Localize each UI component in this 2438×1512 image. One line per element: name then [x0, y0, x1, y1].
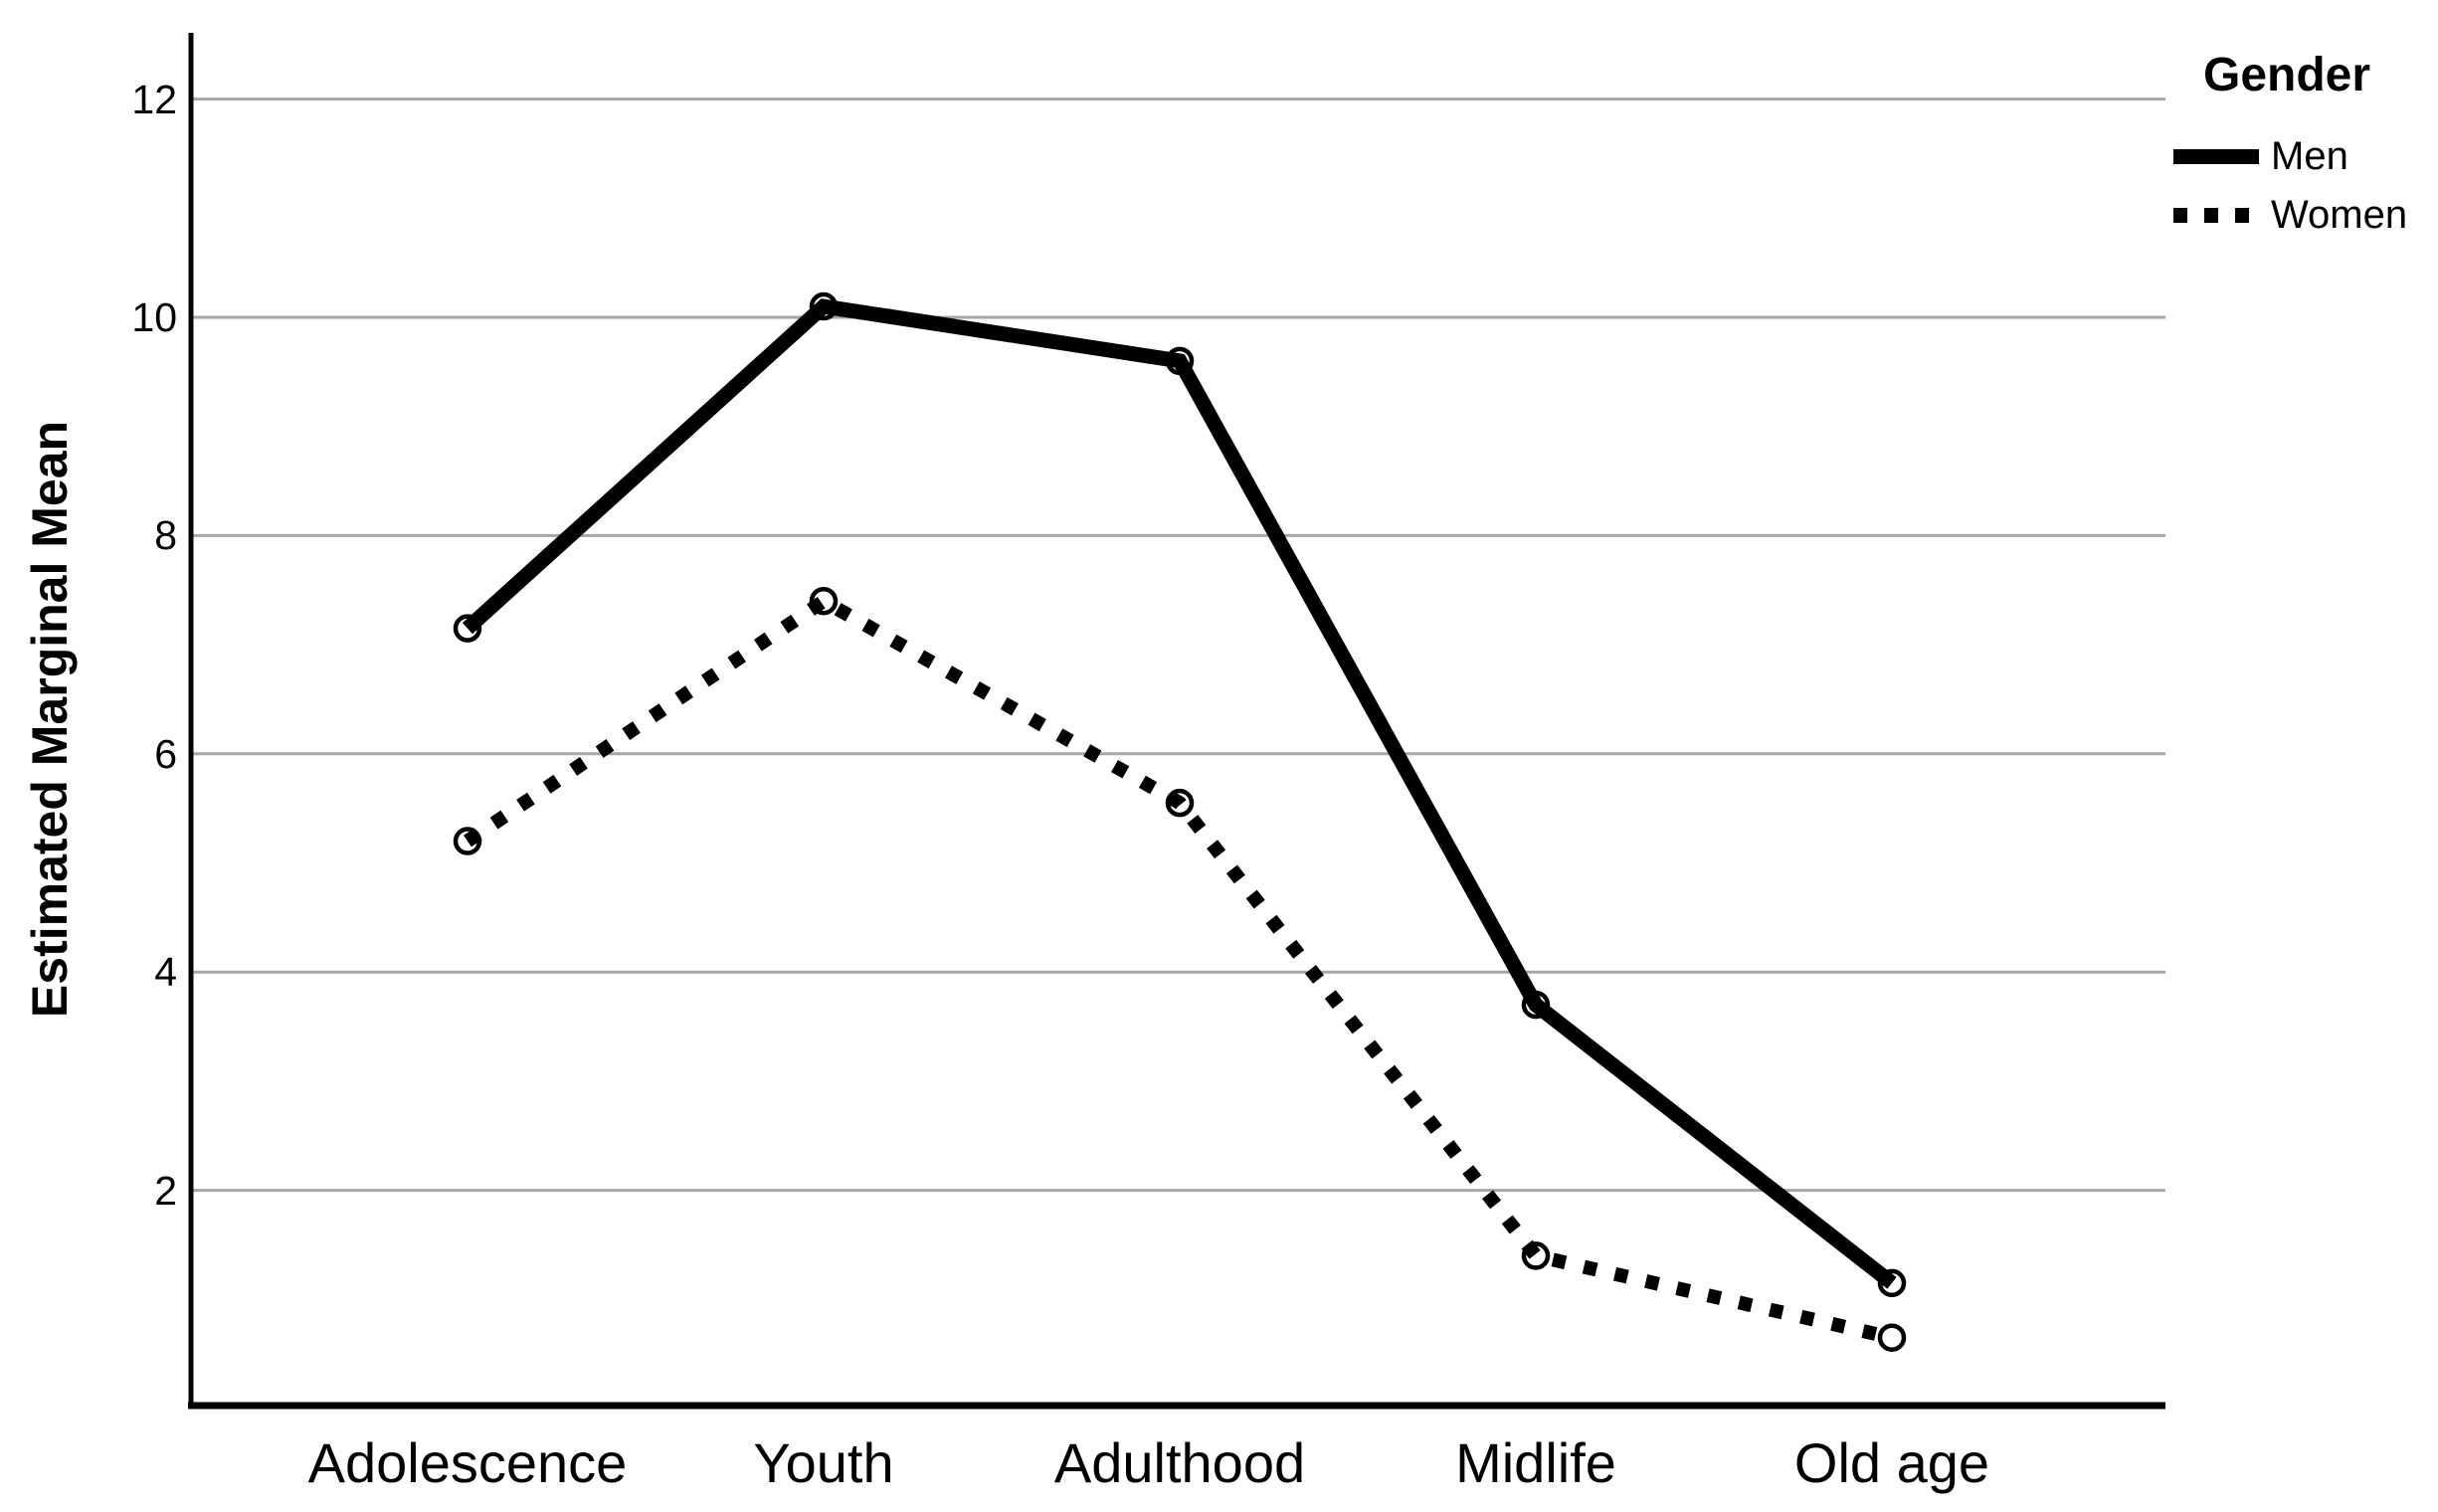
category-label: Old age	[1793, 1431, 1990, 1494]
y-tick-label: 2	[154, 1167, 177, 1214]
data-point-marker-women	[1877, 1323, 1907, 1352]
women-dotted-line-swatch	[2173, 208, 2259, 223]
legend: Gender Men Women	[2173, 48, 2438, 252]
y-tick-label: 6	[154, 730, 177, 777]
legend-item-women: Women	[2173, 193, 2438, 238]
legend-title: Gender	[2203, 49, 2371, 101]
y-tick-label: 12	[131, 76, 177, 122]
legend-label-men: Men	[2271, 134, 2348, 178]
category-label: Adolescence	[307, 1431, 628, 1494]
legend-label-women: Women	[2271, 193, 2408, 237]
men-line	[462, 298, 1897, 1289]
y-tick-label: 8	[154, 512, 177, 559]
y-tick-label: 4	[154, 949, 177, 996]
women-line	[464, 592, 1894, 1345]
category-label: Adulthood	[1053, 1431, 1306, 1494]
y-tick-label: 10	[131, 294, 177, 340]
men-solid-line-swatch	[2173, 149, 2259, 164]
legend-item-men: Men	[2173, 134, 2438, 179]
category-label: Youth	[753, 1431, 894, 1494]
category-label: Midlife	[1455, 1431, 1616, 1494]
